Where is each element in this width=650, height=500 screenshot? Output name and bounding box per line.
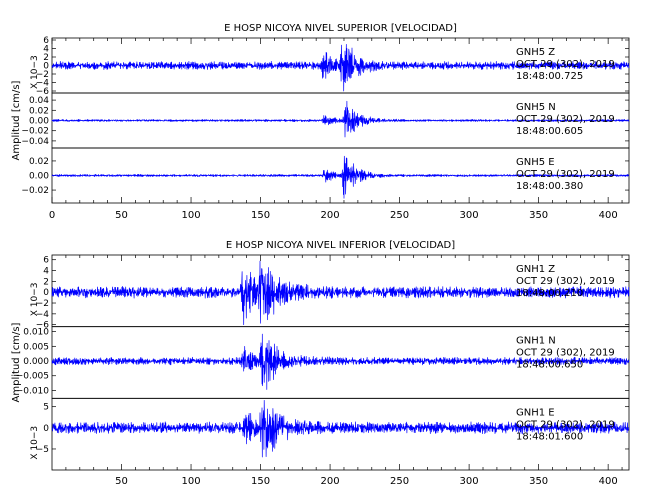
- x-tick-label: 200: [321, 210, 340, 221]
- upper-level-chart: E HOSP NICOYA NIVEL SUPERIOR [VELOCIDAD]…: [11, 23, 630, 221]
- date-label: OCT 29 (302), 2019: [516, 419, 615, 430]
- station-label: GNH5 Z: [516, 47, 555, 58]
- waveform-trace: [51, 260, 630, 326]
- y-tick-label: 0.010: [23, 328, 49, 338]
- y-axis-label: Amplitud [cm/s]: [11, 80, 22, 160]
- y-tick-label: 0.00: [29, 117, 49, 127]
- scale-multiplier-label: X 10−3: [30, 283, 40, 317]
- date-label: OCT 29 (302), 2019: [516, 59, 615, 70]
- y-tick-label: 4: [43, 45, 49, 55]
- y-tick-label: −2: [36, 70, 49, 80]
- y-tick-label: 0.00: [29, 172, 49, 182]
- panel-frame: [51, 397, 630, 471]
- y-tick-label: 0.02: [29, 106, 49, 116]
- y-tick-label: 0: [43, 288, 49, 298]
- date-label: OCT 29 (302), 2019: [516, 114, 615, 125]
- y-tick-label: 0.000: [23, 357, 49, 367]
- x-tick-label: 350: [529, 476, 548, 487]
- x-tick-label: 300: [460, 476, 479, 487]
- lower-level-chart: E HOSP NICOYA NIVEL INFERIOR [VELOCIDAD]…: [11, 240, 630, 487]
- y-tick-label: −4: [36, 79, 50, 89]
- station-label: GNH5 N: [516, 102, 556, 113]
- y-tick-label: 5: [43, 403, 49, 413]
- date-label: OCT 29 (302), 2019: [516, 348, 615, 359]
- y-tick-label: −6: [36, 321, 50, 331]
- y-tick-label: −2: [36, 299, 49, 309]
- x-tick-label: 400: [599, 210, 618, 221]
- y-tick-label: −4: [36, 310, 50, 320]
- y-tick-label: 6: [43, 256, 49, 266]
- x-tick-label: 250: [390, 210, 409, 221]
- waveform-trace: [51, 100, 630, 138]
- y-tick-label: −0.005: [16, 372, 49, 382]
- x-tick-label: 350: [529, 210, 548, 221]
- time-label: 18:48:00.605: [516, 126, 583, 137]
- y-axis-label: Amplitud [cm/s]: [11, 322, 22, 402]
- x-tick-label: 400: [599, 476, 618, 487]
- y-tick-label: 6: [43, 36, 49, 46]
- y-tick-label: 0: [43, 62, 49, 72]
- time-label: 18:48:01.600: [516, 431, 583, 442]
- y-tick-label: 0.04: [29, 96, 49, 106]
- y-tick-label: −5: [36, 445, 49, 455]
- y-tick-label: −0.010: [16, 386, 50, 396]
- y-tick-label: 4: [43, 267, 49, 277]
- waveform-trace: [51, 44, 630, 92]
- time-label: 18:48:00.210: [516, 288, 583, 299]
- y-tick-label: 2: [43, 277, 49, 287]
- y-tick-label: −6: [36, 87, 50, 97]
- x-tick-label: 50: [115, 476, 128, 487]
- x-tick-label: 300: [460, 210, 479, 221]
- y-tick-label: 0.02: [29, 157, 49, 167]
- x-tick-label: 150: [251, 210, 270, 221]
- x-tick-label: 50: [115, 210, 128, 221]
- chart-title: E HOSP NICOYA NIVEL INFERIOR [VELOCIDAD]: [226, 240, 455, 251]
- scale-multiplier-label: X 10−3: [30, 55, 40, 89]
- time-label: 18:48:00.725: [516, 71, 583, 82]
- station-label: GNH5 E: [516, 157, 555, 168]
- y-tick-label: −0.02: [21, 127, 49, 137]
- station-label: GNH1 Z: [516, 264, 555, 275]
- x-tick-label: 0: [49, 210, 55, 221]
- waveform-trace: [51, 333, 630, 390]
- station-label: GNH1 N: [516, 336, 556, 347]
- y-tick-label: −0.04: [21, 137, 49, 147]
- x-tick-label: 100: [181, 476, 200, 487]
- y-tick-label: 2: [43, 53, 49, 63]
- y-tick-label: 0.005: [23, 342, 49, 352]
- scale-multiplier-label: X 10−3: [30, 426, 40, 460]
- y-tick-label: 0: [43, 424, 49, 434]
- station-label: GNH1 E: [516, 407, 555, 418]
- waveform-trace: [51, 399, 630, 458]
- x-tick-label: 200: [321, 476, 340, 487]
- x-tick-label: 100: [181, 210, 200, 221]
- date-label: OCT 29 (302), 2019: [516, 276, 615, 287]
- y-tick-label: −0.02: [21, 186, 49, 196]
- chart-title: E HOSP NICOYA NIVEL SUPERIOR [VELOCIDAD]: [224, 23, 457, 34]
- time-label: 18:48:00.650: [516, 360, 583, 371]
- x-tick-label: 150: [251, 476, 270, 487]
- time-label: 18:48:00.380: [516, 181, 583, 192]
- x-tick-label: 250: [390, 476, 409, 487]
- date-label: OCT 29 (302), 2019: [516, 169, 615, 180]
- waveform-trace: [51, 155, 630, 199]
